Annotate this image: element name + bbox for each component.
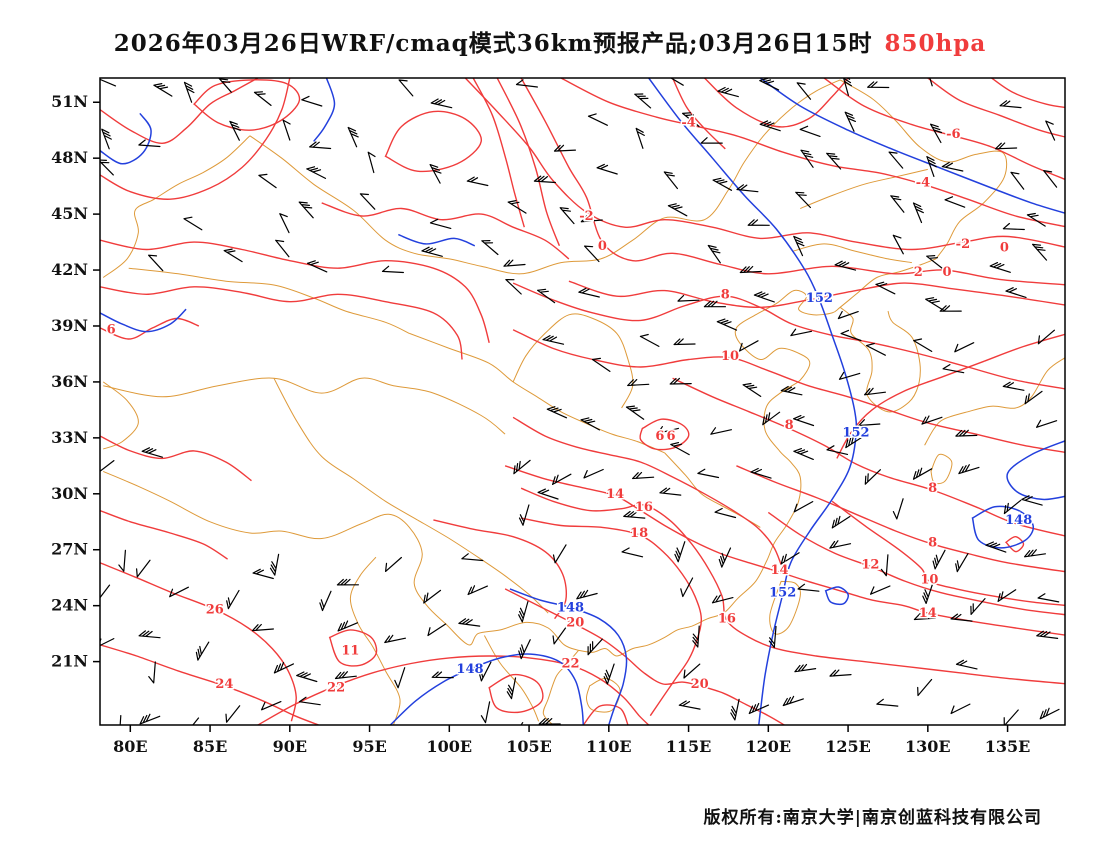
y-axis-tick-label: 24N bbox=[51, 596, 88, 615]
svg-text:14: 14 bbox=[770, 563, 788, 578]
svg-text:152: 152 bbox=[769, 586, 796, 601]
svg-text:-2: -2 bbox=[579, 209, 593, 224]
svg-text:14: 14 bbox=[919, 606, 937, 621]
x-axis-tick-label: 135E bbox=[985, 737, 1031, 756]
map-frame bbox=[99, 77, 1066, 726]
y-axis-tick-label: 45N bbox=[51, 204, 88, 223]
svg-text:152: 152 bbox=[842, 425, 869, 440]
svg-text:16: 16 bbox=[718, 612, 736, 627]
copyright-footer: 版权所有:南京大学|南京创蓝科技有限公司 bbox=[703, 808, 1042, 828]
y-axis-tick-label: 48N bbox=[51, 148, 88, 167]
svg-text:24: 24 bbox=[215, 677, 233, 692]
axis-labels: 80E 85E 90E 95E 100E 105E 110E 115E 120E 125E 130E… bbox=[51, 92, 1030, 756]
svg-text:152: 152 bbox=[806, 291, 833, 306]
x-axis-tick-label: 115E bbox=[666, 737, 712, 756]
svg-text:8: 8 bbox=[721, 287, 730, 302]
chart-title-main: 2026年03月26日WRF/cmaq模式36km预报产品;03月26日15时 bbox=[113, 30, 873, 57]
svg-text:2: 2 bbox=[914, 265, 923, 280]
y-axis-tick-label: 21N bbox=[51, 652, 88, 671]
y-axis-tick-label: 27N bbox=[51, 540, 88, 559]
svg-text:-4: -4 bbox=[916, 175, 930, 190]
wind-barbs bbox=[100, 78, 1060, 725]
svg-text:-6: -6 bbox=[946, 127, 960, 142]
svg-text:-4: -4 bbox=[681, 116, 695, 131]
svg-text:6: 6 bbox=[666, 429, 675, 444]
x-axis-tick-label: 85E bbox=[193, 737, 227, 756]
svg-text:14: 14 bbox=[606, 487, 624, 502]
svg-text:148: 148 bbox=[557, 601, 584, 616]
y-axis-tick-label: 42N bbox=[51, 260, 88, 279]
y-axis-tick-label: 36N bbox=[51, 372, 88, 391]
x-axis-tick-label: 120E bbox=[746, 737, 792, 756]
x-axis-tick-label: 130E bbox=[905, 737, 951, 756]
svg-text:20: 20 bbox=[566, 615, 584, 630]
svg-text:148: 148 bbox=[456, 662, 483, 677]
svg-text:18: 18 bbox=[630, 526, 648, 541]
y-axis-tick-label: 33N bbox=[51, 428, 88, 447]
svg-text:0: 0 bbox=[598, 239, 607, 254]
svg-text:10: 10 bbox=[721, 349, 739, 364]
svg-text:22: 22 bbox=[561, 657, 579, 672]
svg-text:12: 12 bbox=[861, 558, 879, 573]
svg-text:8: 8 bbox=[785, 418, 794, 433]
svg-text:0: 0 bbox=[942, 265, 951, 280]
svg-text:10: 10 bbox=[920, 573, 938, 588]
chart-title: 2026年03月26日WRF/cmaq模式36km预报产品;03月26日15时 8… bbox=[0, 24, 1100, 58]
x-axis-tick-label: 110E bbox=[586, 737, 632, 756]
svg-text:6: 6 bbox=[107, 323, 116, 338]
x-axis-tick-label: 100E bbox=[427, 737, 473, 756]
svg-text:8: 8 bbox=[928, 535, 937, 550]
svg-text:26: 26 bbox=[206, 602, 224, 617]
y-axis-tick-label: 51N bbox=[51, 92, 88, 111]
svg-text:6: 6 bbox=[655, 429, 664, 444]
svg-text:11: 11 bbox=[341, 643, 359, 658]
svg-text:8: 8 bbox=[928, 481, 937, 496]
blue-contours bbox=[100, 78, 1065, 725]
svg-text:148: 148 bbox=[1005, 513, 1032, 528]
y-axis-tick-label: 39N bbox=[51, 316, 88, 335]
x-axis-tick-label: 125E bbox=[825, 737, 871, 756]
y-axis-tick-label: 30N bbox=[51, 484, 88, 503]
svg-text:20: 20 bbox=[691, 677, 709, 692]
x-axis-tick-label: 95E bbox=[352, 737, 386, 756]
x-axis-tick-label: 80E bbox=[113, 737, 147, 756]
svg-text:0: 0 bbox=[1000, 241, 1009, 256]
chart-title-level: 850hpa bbox=[884, 30, 987, 57]
svg-text:22: 22 bbox=[327, 681, 345, 696]
svg-text:-2: -2 bbox=[956, 237, 970, 252]
x-axis-tick-label: 90E bbox=[273, 737, 307, 756]
x-axis-tick-label: 105E bbox=[506, 737, 552, 756]
svg-text:16: 16 bbox=[635, 500, 653, 515]
geo-borders bbox=[102, 79, 1065, 725]
